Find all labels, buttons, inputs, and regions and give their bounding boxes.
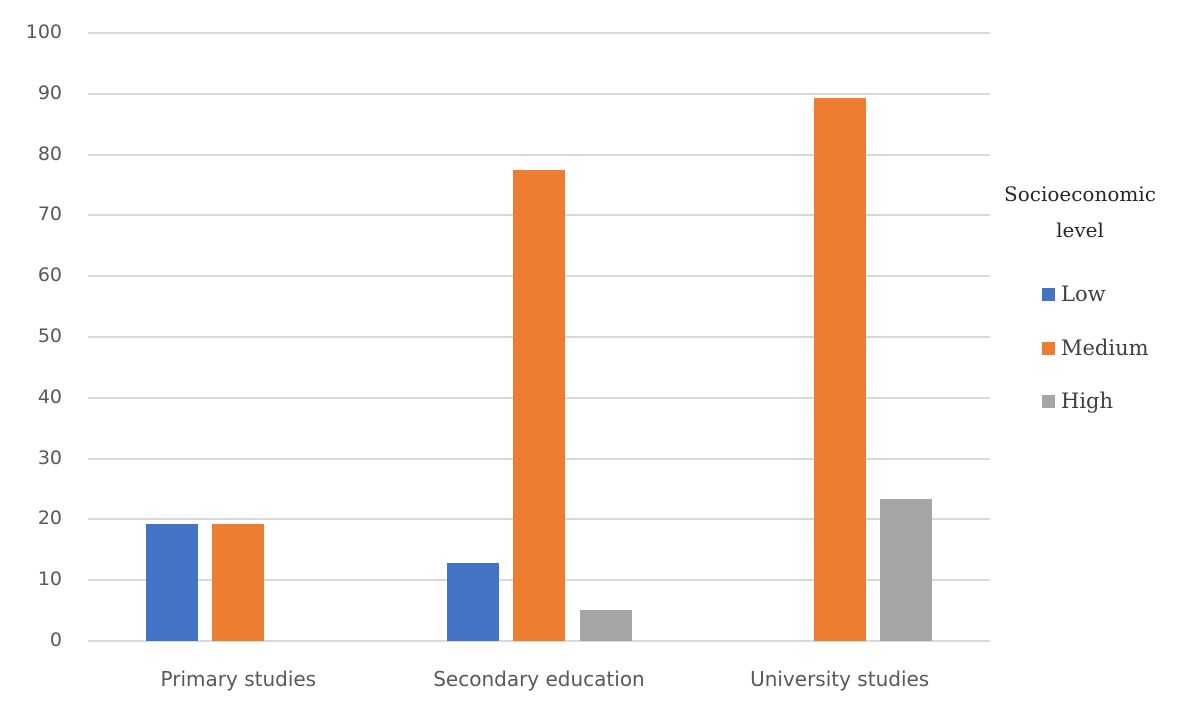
y-tick-label: 10 (37, 568, 62, 591)
y-tick-label: 30 (37, 446, 62, 469)
legend-title: Socioeconomic (1004, 182, 1156, 206)
y-tick-label: 40 (37, 385, 62, 408)
bar-high-2 (880, 498, 933, 641)
y-tick-label: 80 (37, 142, 62, 165)
x-tick-label: Secondary education (433, 667, 645, 691)
legend-label-medium: Medium (1061, 336, 1149, 360)
bar-medium-1 (513, 170, 565, 641)
bar-high-1 (579, 609, 632, 641)
legend-item-medium: Medium (1042, 336, 1149, 360)
y-tick-label: 70 (37, 203, 62, 226)
legend: Socioeconomic level Low Medium High (980, 176, 1180, 413)
legend-swatch-low (1042, 287, 1055, 301)
y-tick-label: 0 (49, 629, 62, 651)
bar-low-1 (446, 562, 499, 641)
gridline (88, 32, 990, 34)
y-tick-label: 20 (37, 507, 62, 530)
y-tick-label: 100 (25, 21, 62, 43)
x-tick-label: Primary studies (160, 667, 317, 691)
y-tick-label: 50 (37, 325, 62, 347)
y-tick-label: 90 (37, 81, 62, 104)
gridline (88, 153, 990, 156)
x-tick-label: University studies (750, 667, 930, 691)
gridline (88, 640, 990, 642)
gridline (88, 92, 990, 95)
legend-label-high: High (1061, 389, 1113, 413)
bar-medium-2 (813, 98, 866, 641)
bar-low-0 (145, 523, 198, 641)
legend-item-low: Low (1042, 282, 1106, 306)
legend-label-low: Low (1061, 282, 1106, 306)
bar-medium-0 (212, 523, 265, 641)
legend-title-line2: level (1056, 218, 1104, 242)
y-tick-label: 60 (37, 264, 62, 287)
legend-swatch-high (1042, 394, 1055, 408)
legend-item-high: High (1042, 389, 1113, 413)
legend-swatch-medium (1042, 341, 1055, 355)
